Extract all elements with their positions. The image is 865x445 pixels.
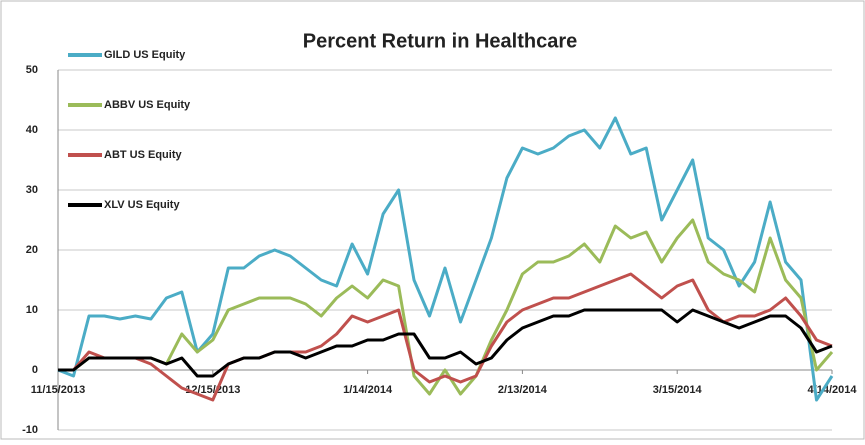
y-tick-label: 20 xyxy=(26,244,38,256)
chart-title: Percent Return in Healthcare xyxy=(303,30,578,52)
x-tick-label: 1/14/2014 xyxy=(343,384,393,396)
series-line xyxy=(58,308,833,378)
y-tick-label: 50 xyxy=(26,64,38,76)
y-tick-label: -10 xyxy=(22,424,38,436)
x-tick-label: 2/13/2014 xyxy=(498,384,548,396)
x-tick-label: 3/15/2014 xyxy=(653,384,703,396)
y-tick-label: 30 xyxy=(26,184,38,196)
series-line xyxy=(57,116,834,402)
y-tick-label: 0 xyxy=(32,364,38,376)
legend-label: ABBV US Equity xyxy=(104,99,191,111)
legend-label: XLV US Equity xyxy=(104,199,180,211)
legend-label: GILD US Equity xyxy=(104,49,186,61)
legend-label: ABT US Equity xyxy=(104,149,182,161)
series-line xyxy=(58,272,833,402)
y-tick-label: 10 xyxy=(26,304,38,316)
series-line xyxy=(58,218,834,396)
x-tick-label: 11/15/2013 xyxy=(31,384,85,396)
x-tick-label: 12/15/2013 xyxy=(185,384,240,396)
y-tick-label: 40 xyxy=(26,124,38,136)
